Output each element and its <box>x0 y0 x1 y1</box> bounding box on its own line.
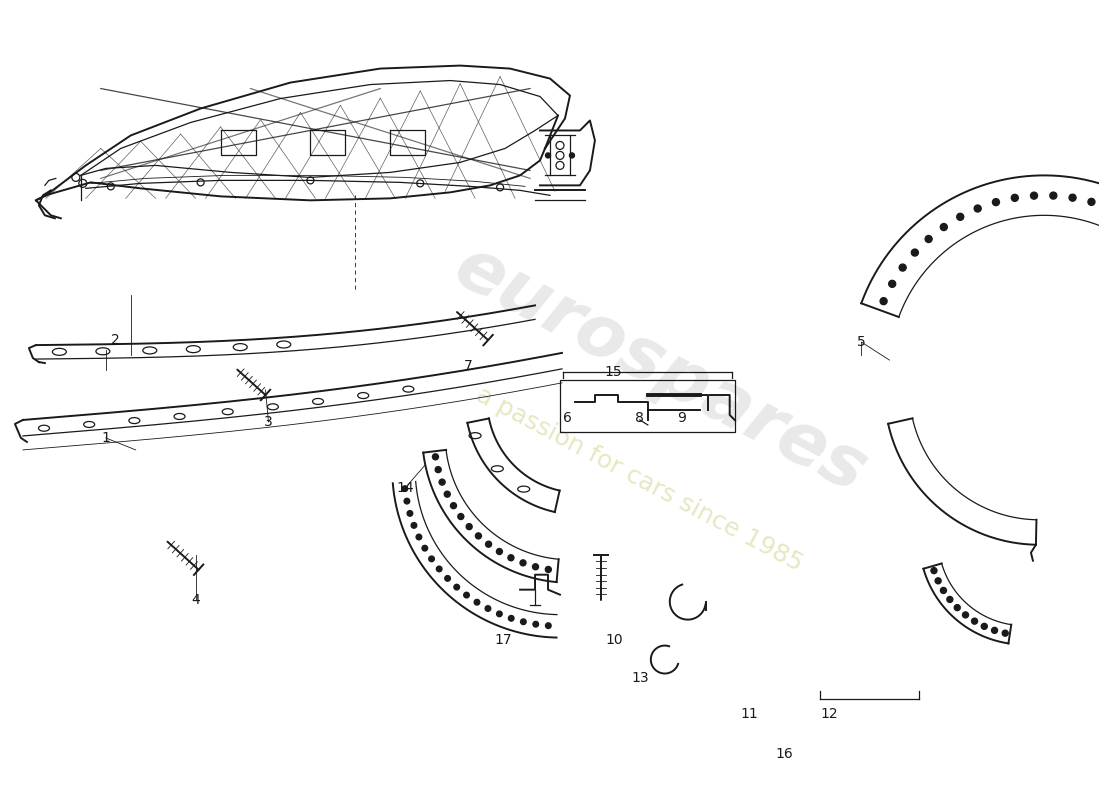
Text: 11: 11 <box>740 707 759 722</box>
Circle shape <box>411 522 417 528</box>
Circle shape <box>1031 192 1037 199</box>
Circle shape <box>925 235 932 242</box>
Circle shape <box>437 566 442 572</box>
Circle shape <box>422 546 428 551</box>
Circle shape <box>899 264 906 271</box>
Circle shape <box>436 466 441 473</box>
Circle shape <box>962 612 968 618</box>
Circle shape <box>546 153 550 158</box>
Circle shape <box>520 560 526 566</box>
Text: a passion for cars since 1985: a passion for cars since 1985 <box>473 383 807 577</box>
Circle shape <box>546 623 551 629</box>
Text: 4: 4 <box>191 593 200 606</box>
Circle shape <box>1002 630 1009 636</box>
Circle shape <box>991 627 998 634</box>
Circle shape <box>1088 198 1094 206</box>
Circle shape <box>935 578 942 584</box>
Circle shape <box>880 298 887 305</box>
Circle shape <box>496 611 503 617</box>
Circle shape <box>429 556 434 562</box>
Text: 6: 6 <box>562 411 571 425</box>
Circle shape <box>432 454 439 460</box>
Circle shape <box>954 605 960 610</box>
Circle shape <box>1069 194 1076 201</box>
Circle shape <box>1011 194 1019 202</box>
Circle shape <box>404 498 409 504</box>
Circle shape <box>439 479 446 485</box>
Text: 16: 16 <box>776 747 793 762</box>
Circle shape <box>889 280 895 287</box>
Circle shape <box>520 619 526 625</box>
Circle shape <box>1049 192 1057 199</box>
Circle shape <box>534 622 539 627</box>
Circle shape <box>474 599 480 605</box>
Circle shape <box>458 514 464 519</box>
Circle shape <box>416 534 421 540</box>
Text: 15: 15 <box>604 365 622 379</box>
Circle shape <box>975 205 981 212</box>
Bar <box>560 380 735 432</box>
Circle shape <box>940 587 946 594</box>
Text: 8: 8 <box>636 411 645 425</box>
Text: 3: 3 <box>264 415 273 429</box>
Circle shape <box>957 214 964 220</box>
Circle shape <box>454 584 460 590</box>
Circle shape <box>496 549 503 554</box>
Circle shape <box>485 606 491 611</box>
Circle shape <box>931 568 937 574</box>
Circle shape <box>570 153 574 158</box>
Text: 7: 7 <box>464 359 473 373</box>
Circle shape <box>466 524 472 530</box>
Text: 5: 5 <box>857 335 866 349</box>
Circle shape <box>940 223 947 230</box>
Circle shape <box>992 198 1000 206</box>
Circle shape <box>407 510 412 516</box>
Text: 17: 17 <box>494 633 512 646</box>
Text: 13: 13 <box>631 670 649 685</box>
Text: 14: 14 <box>396 481 414 495</box>
Circle shape <box>912 249 918 256</box>
Circle shape <box>485 542 492 547</box>
Text: eurospares: eurospares <box>442 232 878 508</box>
Circle shape <box>546 566 551 573</box>
Circle shape <box>475 533 482 539</box>
Circle shape <box>451 502 456 509</box>
Circle shape <box>444 491 450 497</box>
Text: 2: 2 <box>111 333 120 347</box>
Circle shape <box>508 615 514 621</box>
Circle shape <box>532 564 539 570</box>
Circle shape <box>464 592 470 598</box>
Circle shape <box>403 486 408 491</box>
Circle shape <box>444 575 450 581</box>
Text: 12: 12 <box>821 707 838 722</box>
Text: 10: 10 <box>605 633 623 646</box>
Text: 1: 1 <box>101 431 110 445</box>
Circle shape <box>981 623 988 630</box>
Text: 9: 9 <box>678 411 686 425</box>
Circle shape <box>971 618 978 624</box>
Circle shape <box>508 554 514 561</box>
Circle shape <box>947 597 953 602</box>
